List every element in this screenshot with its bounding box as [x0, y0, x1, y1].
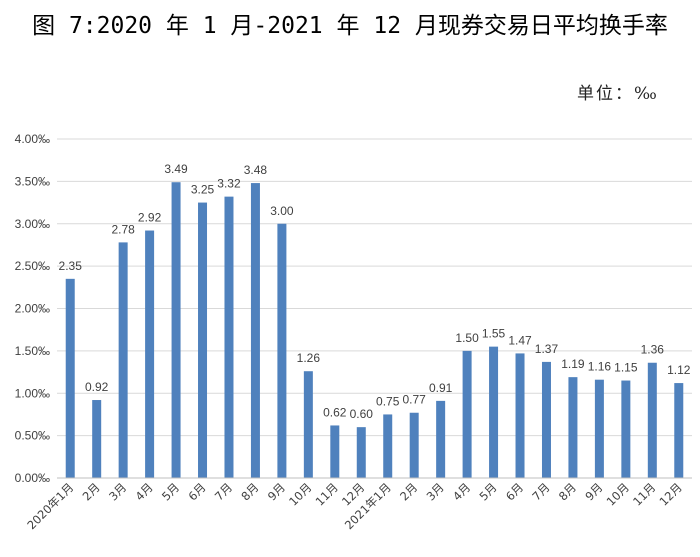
x-tick-label: 2月 — [80, 480, 103, 503]
x-tick-label: 10月 — [604, 480, 632, 508]
x-tick-label: 3月 — [106, 480, 129, 503]
bar — [647, 362, 657, 478]
data-label: 1.50 — [455, 331, 479, 345]
data-label: 0.60 — [350, 407, 374, 421]
data-label: 0.77 — [403, 393, 427, 407]
y-tick-label: 0.00‰ — [15, 471, 50, 485]
bar — [594, 379, 604, 478]
bar — [65, 278, 75, 478]
bar — [92, 400, 102, 478]
data-label: 1.47 — [508, 333, 532, 347]
data-label: 1.26 — [297, 351, 321, 365]
bar — [674, 383, 684, 478]
data-label: 2.92 — [138, 211, 162, 225]
unit-label: 单位：‰ — [577, 84, 659, 104]
bar — [568, 377, 578, 478]
data-label: 3.00 — [270, 204, 294, 218]
data-label: 3.25 — [191, 183, 215, 197]
x-tick-label: 4月 — [450, 480, 473, 503]
bars — [65, 182, 684, 478]
bar — [198, 202, 208, 478]
gridlines — [57, 138, 692, 437]
data-label: 1.12 — [667, 363, 691, 377]
x-tick-label: 5月 — [476, 480, 499, 503]
y-tick-label: 3.00‰ — [15, 217, 50, 231]
x-tick-label: 11月 — [313, 480, 341, 508]
x-tick-label: 6月 — [185, 480, 208, 503]
x-tick-label: 2020年1月 — [24, 480, 76, 532]
data-labels: 2.35 0.92 2.782.92 3.493.25 3.323.48 3.00 1.26… — [59, 162, 691, 421]
data-label: 1.19 — [561, 357, 585, 371]
bar — [277, 223, 287, 478]
data-label: 0.91 — [429, 381, 453, 395]
data-label: 2.78 — [111, 222, 135, 236]
bar — [541, 361, 551, 478]
data-label: 1.37 — [535, 342, 559, 356]
bar — [383, 414, 393, 478]
data-label: 1.36 — [641, 343, 665, 357]
x-tick-label: 12月 — [657, 480, 685, 508]
y-tick-label: 1.50‰ — [15, 344, 50, 358]
data-label: 0.75 — [376, 394, 400, 408]
data-label: 1.15 — [614, 361, 638, 375]
bar — [145, 230, 155, 478]
x-tick-label: 7月 — [212, 480, 235, 503]
x-tick-label: 8月 — [238, 480, 261, 503]
bar — [224, 196, 234, 478]
bar — [171, 182, 181, 478]
y-tick-label: 4.00‰ — [15, 132, 50, 146]
x-tick-label: 4月 — [133, 480, 156, 503]
data-label: 2.35 — [59, 259, 83, 273]
x-tick-label: 5月 — [159, 480, 182, 503]
data-label: 0.62 — [323, 405, 347, 419]
data-label: 3.49 — [164, 162, 188, 176]
y-tick-label: 2.00‰ — [15, 302, 50, 316]
bar — [462, 350, 472, 478]
bar — [409, 412, 419, 478]
data-label: 3.48 — [244, 163, 268, 177]
bar — [515, 353, 525, 478]
bar — [621, 380, 631, 478]
y-axis-ticks: 0.00‰ 0.50‰ 1.00‰ 1.50‰ 2.00‰ 2.50‰ 3.00‰ 3.50‰… — [15, 132, 50, 485]
x-tick-label: 10月 — [286, 480, 314, 508]
bar — [303, 371, 313, 478]
y-tick-label: 3.50‰ — [15, 174, 50, 188]
y-tick-label: 0.50‰ — [15, 429, 50, 443]
x-tick-label: 9月 — [582, 480, 605, 503]
bar — [356, 427, 366, 478]
bar — [436, 400, 446, 478]
x-tick-label: 3月 — [424, 480, 447, 503]
bar — [118, 242, 128, 478]
bar — [250, 183, 260, 478]
x-tick-label: 9月 — [265, 480, 288, 503]
data-label: 3.32 — [217, 177, 241, 191]
x-tick-label: 8月 — [556, 480, 579, 503]
y-tick-label: 2.50‰ — [15, 259, 50, 273]
chart-title: 图 7:2020 年 1 月-2021 年 12 月现券交易日平均换手率 — [32, 13, 668, 39]
data-label: 0.92 — [85, 380, 109, 394]
y-tick-label: 1.00‰ — [15, 386, 50, 400]
x-tick-label: 2月 — [397, 480, 420, 503]
x-tick-label: 11月 — [630, 480, 658, 508]
data-label: 1.55 — [482, 327, 506, 341]
x-tick-label: 7月 — [529, 480, 552, 503]
bar — [489, 346, 499, 478]
bar — [330, 425, 340, 478]
data-label: 1.16 — [588, 360, 612, 374]
x-tick-label: 6月 — [503, 480, 526, 503]
